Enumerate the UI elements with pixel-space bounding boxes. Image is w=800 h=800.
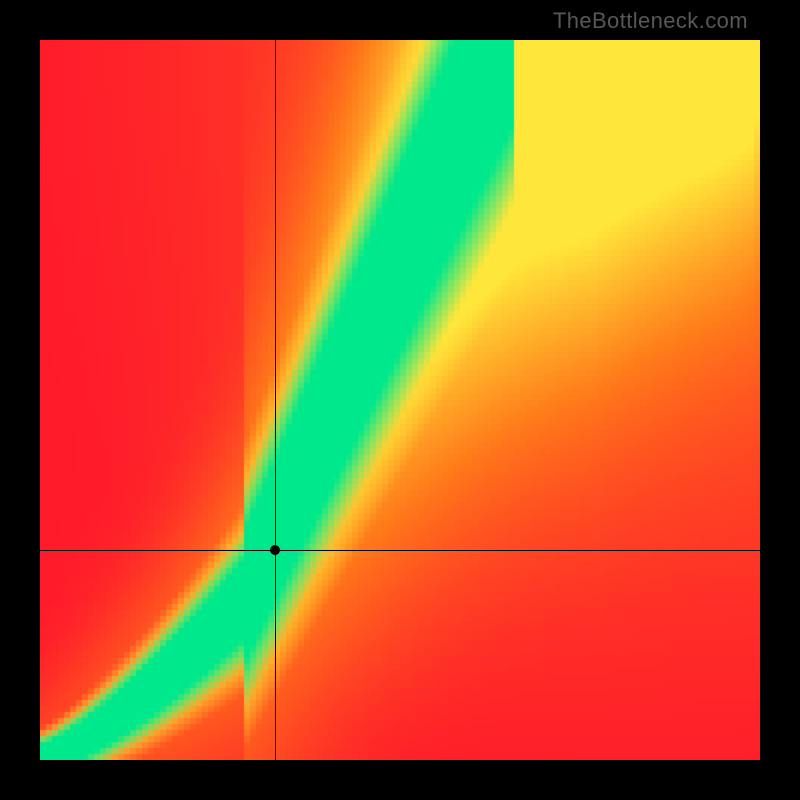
bottleneck-heatmap bbox=[40, 40, 760, 760]
crosshair-vertical bbox=[275, 40, 276, 760]
crosshair-horizontal bbox=[40, 550, 760, 551]
watermark-text: TheBottleneck.com bbox=[553, 8, 748, 34]
root: { "watermark": "TheBottleneck.com", "can… bbox=[0, 0, 800, 800]
